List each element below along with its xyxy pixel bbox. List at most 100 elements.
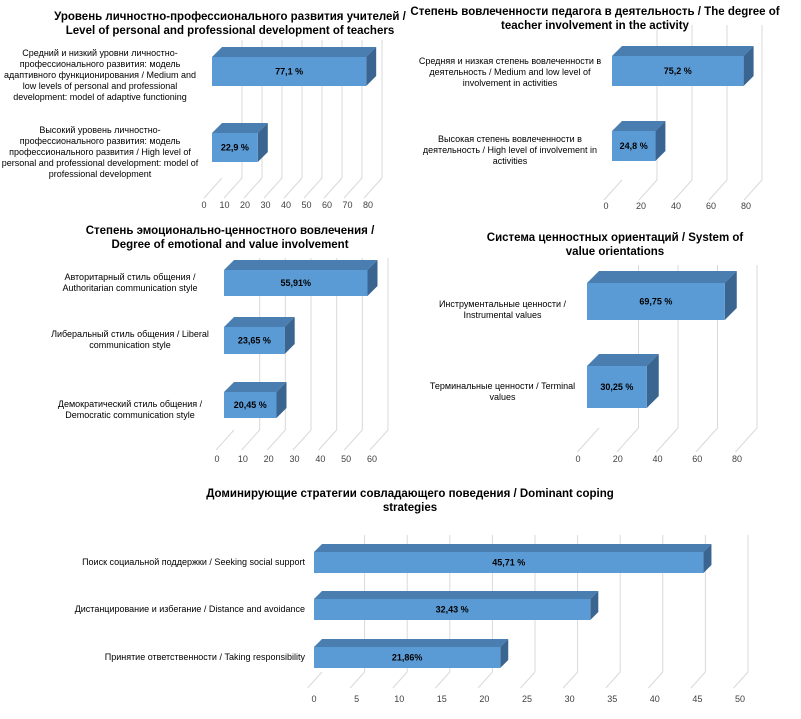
bar-side <box>500 639 509 668</box>
x-tick-label: 70 <box>342 200 352 210</box>
category-label: Демократический стиль общения / Democrat… <box>57 399 203 420</box>
bar <box>314 599 591 620</box>
floor-gridline <box>241 429 261 451</box>
x-tick-label: 30 <box>289 454 299 464</box>
x-tick-label: 40 <box>671 201 681 211</box>
chart-1: 0 10 20 30 40 50 60 70 80 77,1 % 22,9 % <box>201 40 383 210</box>
chart-2: 0 20 40 60 80 75,2 % 24,8 % <box>603 25 763 211</box>
floor-gridline <box>603 179 623 201</box>
x-tick-label: 0 <box>214 454 219 464</box>
bar <box>212 57 367 86</box>
floor-gridline <box>349 671 365 689</box>
bar-side <box>257 123 268 162</box>
bar <box>612 56 744 86</box>
floor-gridline <box>283 177 303 199</box>
bar-side <box>367 260 378 296</box>
floor-gridline <box>203 177 223 199</box>
bar-top <box>314 639 509 647</box>
data-label: 75,2 % <box>664 66 692 76</box>
bar-side <box>703 544 712 573</box>
bar-side <box>724 271 737 320</box>
bar-top <box>224 382 287 392</box>
x-tick-label: 60 <box>692 454 702 464</box>
bar-top <box>612 121 666 131</box>
floor-gridline <box>343 429 363 451</box>
floor-gridline <box>648 671 664 689</box>
chart-3: 0 10 20 30 40 50 60 55,91% 23,65 % 20,45 % <box>214 258 389 464</box>
x-tick-label: 30 <box>260 200 270 210</box>
x-tick-label: 60 <box>367 454 377 464</box>
category-label: Либеральный стиль общения / Liberal comm… <box>51 329 209 350</box>
x-tick-label: 20 <box>636 201 646 211</box>
chart-title: Степень эмоционально-ценностного вовлече… <box>85 225 375 251</box>
bar <box>587 366 647 408</box>
bar-top <box>212 123 268 133</box>
bar-side <box>276 382 287 418</box>
bar-top <box>612 46 754 56</box>
floor-gridline <box>577 427 600 453</box>
category-label: Инструментальные ценности / Instrumental… <box>438 299 567 320</box>
category-label: Средняя и низкая степень вовлеченности в… <box>418 56 602 88</box>
floor-gridline <box>520 671 536 689</box>
floor-gridline <box>656 427 679 453</box>
bar <box>224 392 277 418</box>
floor-gridline <box>369 429 389 451</box>
bar <box>224 327 285 354</box>
floor-gridline <box>477 671 493 689</box>
data-label: 24,8 % <box>620 141 648 151</box>
x-tick-label: 50 <box>341 454 351 464</box>
x-tick-label: 60 <box>322 200 332 210</box>
x-tick-label: 40 <box>652 454 662 464</box>
x-tick-label: 0 <box>603 201 608 211</box>
x-tick-label: 0 <box>311 694 316 704</box>
x-tick-label: 50 <box>301 200 311 210</box>
floor-gridline <box>307 671 323 689</box>
x-tick-label: 15 <box>437 694 447 704</box>
x-tick-label: 0 <box>201 200 206 210</box>
floor-gridline <box>638 179 658 201</box>
data-label: 21,86% <box>392 653 423 663</box>
x-tick-label: 40 <box>650 694 660 704</box>
x-tick-label: 40 <box>315 454 325 464</box>
floor-gridline <box>708 179 728 201</box>
x-tick-label: 60 <box>706 201 716 211</box>
floor-gridline <box>243 177 263 199</box>
bar <box>612 131 656 161</box>
floor-gridline <box>690 671 706 689</box>
x-tick-label: 10 <box>238 454 248 464</box>
floor-gridline <box>318 429 338 451</box>
floor-gridline <box>435 671 451 689</box>
category-label: Средний и низкий уровни личностно-профес… <box>3 47 197 102</box>
bar-side <box>646 354 659 408</box>
x-tick-label: 80 <box>741 201 751 211</box>
data-label: 22,9 % <box>221 143 249 153</box>
x-tick-label: 5 <box>354 694 359 704</box>
floor-gridline <box>735 427 758 453</box>
floor-gridline <box>562 671 578 689</box>
category-label: Дистанцирование и избегание / Distance a… <box>74 604 305 614</box>
bar-top <box>314 591 599 599</box>
data-label: 23,65 % <box>238 336 271 346</box>
x-tick-label: 25 <box>522 694 532 704</box>
x-tick-label: 20 <box>240 200 250 210</box>
x-tick-label: 30 <box>565 694 575 704</box>
data-label: 20,45 % <box>234 400 267 410</box>
category-label: Терминальные ценности / Terminal values <box>429 381 576 402</box>
bar-top <box>224 317 295 327</box>
category-label: Высокий уровень личностно-профессиональн… <box>1 125 199 179</box>
chart-5: 0 5 10 15 20 25 30 35 40 45 50 45,71 % 32,43 % 21,86% <box>307 535 749 704</box>
category-label: Принятие ответственности / Taking respon… <box>104 652 305 662</box>
floor-gridline <box>363 177 383 199</box>
data-label: 30,25 % <box>600 382 633 392</box>
bar-side <box>366 47 377 86</box>
floor-gridline <box>605 671 621 689</box>
chart-title: Степень вовлеченности педагога в деятель… <box>410 6 780 32</box>
x-tick-label: 10 <box>394 694 404 704</box>
floor-gridline <box>733 671 749 689</box>
bar <box>314 647 501 668</box>
x-tick-label: 40 <box>281 200 291 210</box>
floor-gridline <box>743 179 763 201</box>
x-tick-label: 20 <box>613 454 623 464</box>
bar <box>587 283 725 320</box>
